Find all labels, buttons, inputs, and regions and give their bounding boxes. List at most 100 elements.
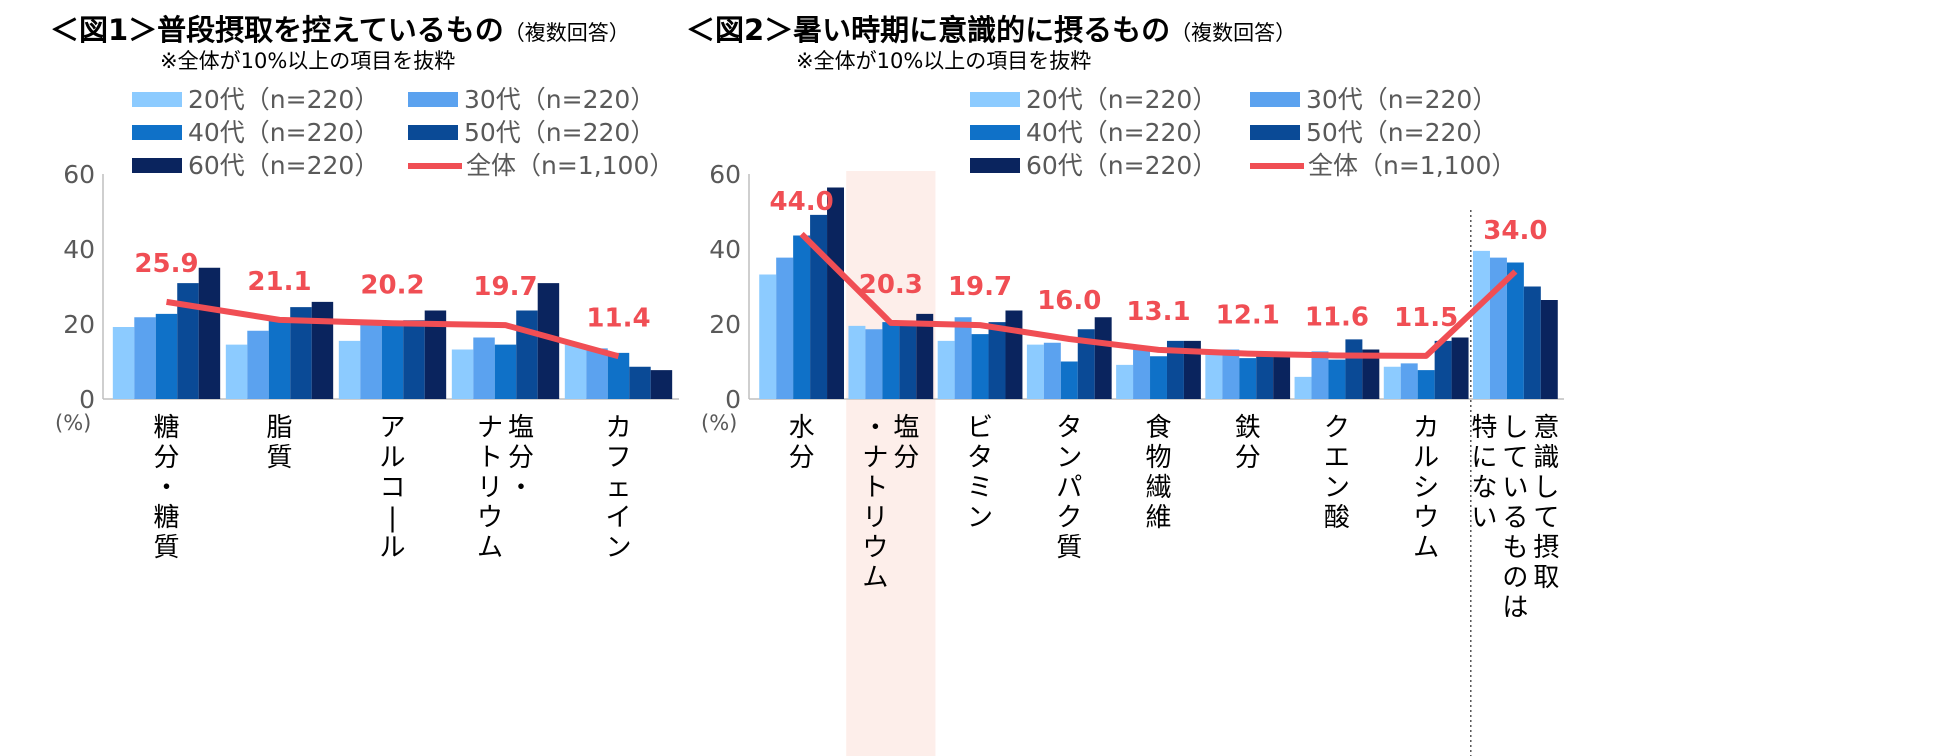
x-category-char: ビ — [967, 413, 993, 443]
bar-40s — [1417, 370, 1435, 399]
chart-1: ＜図1＞普段摂取を控えているもの（複数回答）※全体が10%以上の項目を抜粋020… — [50, 13, 679, 563]
bar-20s — [848, 325, 866, 399]
x-category-char: ン — [967, 503, 993, 533]
x-category-char: ト — [477, 443, 503, 473]
total-line — [799, 231, 1518, 359]
legend-swatch — [408, 92, 458, 107]
bar-50s — [629, 366, 651, 399]
bar-50s — [1166, 340, 1184, 399]
bar-20s — [1383, 366, 1401, 399]
x-category-char: 塩 — [508, 413, 534, 443]
bar-20s — [759, 274, 777, 399]
bar-30s — [954, 317, 972, 399]
bar-30s — [865, 329, 883, 399]
x-category-char: い — [1471, 503, 1497, 533]
x-category-char: て — [1533, 503, 1559, 533]
y-tick-label: 40 — [709, 235, 741, 264]
x-category-label: 脂質 — [266, 413, 292, 473]
legend-swatch — [970, 125, 1020, 140]
bar-50s — [1434, 340, 1452, 399]
bar-40s — [1328, 359, 1346, 399]
bar-50s — [1256, 356, 1274, 399]
x-category-char: ア — [379, 413, 405, 443]
x-category-char: 分 — [789, 443, 815, 473]
x-category-char: ウ — [477, 503, 503, 533]
bar-60s — [916, 313, 934, 399]
x-category-char: ン — [1324, 473, 1350, 503]
bar-40s — [381, 322, 404, 399]
bar-50s — [1077, 329, 1095, 399]
legend-label: 50代（n=220） — [1306, 118, 1497, 147]
y-tick-label: 20 — [63, 310, 95, 339]
y-tick-label: 0 — [725, 385, 741, 414]
total-data-label: 11.4 — [586, 303, 650, 333]
legend-label: 全体（n=1,100） — [1308, 151, 1516, 180]
chart-title-note: （複数回答） — [1170, 21, 1296, 45]
x-category-char: リ — [477, 473, 503, 503]
bar-20s — [564, 344, 587, 399]
x-category-char: 取 — [1533, 563, 1559, 593]
total-data-label: 11.6 — [1305, 303, 1369, 333]
x-category-char: ・ — [862, 413, 888, 443]
chart-title: ＜図2＞暑い時期に意識的に摂るもの（複数回答） — [686, 13, 1296, 47]
total-data-label: 13.1 — [1126, 297, 1190, 327]
bar-30s — [360, 322, 382, 399]
x-category-char: フ — [605, 443, 631, 473]
x-category-label: 鉄分 — [1235, 413, 1261, 473]
bar-50s — [988, 322, 1006, 399]
x-category-char: ナ — [477, 413, 503, 443]
bar-30s — [1043, 342, 1061, 399]
bar-20s — [1294, 376, 1312, 399]
bar-60s — [1094, 317, 1112, 399]
x-category-char: て — [1502, 443, 1528, 473]
legend-swatch — [132, 125, 182, 140]
x-category-char: 塩 — [893, 413, 919, 443]
bar-50s — [403, 320, 425, 399]
y-tick-label: 60 — [63, 160, 95, 189]
x-category-char: し — [1502, 413, 1528, 443]
x-category-char: ェ — [605, 473, 631, 503]
total-data-label: 25.9 — [134, 249, 198, 279]
chart-title-main: ＜図2＞暑い時期に意識的に摂るもの — [686, 13, 1170, 47]
legend-label: 30代（n=220） — [1306, 85, 1497, 114]
x-category-char: 食 — [1145, 413, 1171, 443]
bar-20s — [1205, 349, 1223, 399]
total-data-label: 11.5 — [1394, 303, 1458, 333]
x-category-char: の — [1502, 563, 1528, 593]
x-category-char: エ — [1324, 443, 1350, 473]
chart-title: ＜図1＞普段摂取を控えているもの（複数回答） — [50, 13, 630, 47]
chart-subtitle: ※全体が10%以上の項目を抜粋 — [796, 49, 1091, 73]
x-category-char: ル — [1413, 443, 1439, 473]
total-line — [166, 298, 620, 360]
bar-30s — [776, 257, 794, 399]
legend-label: 20代（n=220） — [1026, 85, 1217, 114]
legend-label: 30代（n=220） — [464, 85, 655, 114]
bar-40s — [1060, 361, 1078, 399]
x-category-char: カ — [605, 413, 631, 443]
bar-30s — [247, 330, 269, 399]
x-category-char: も — [1502, 533, 1528, 563]
x-category-char: ク — [1324, 413, 1350, 443]
legend-swatch — [408, 125, 458, 140]
bar-40s — [494, 344, 517, 399]
total-data-label: 20.2 — [360, 270, 424, 300]
bar-40s — [882, 322, 900, 399]
x-category-char: 摂 — [1533, 533, 1559, 563]
x-category-char: タ — [1056, 413, 1082, 443]
y-axis-unit: (%) — [55, 411, 91, 435]
x-category-char: ン — [1056, 443, 1082, 473]
bar-60s — [424, 310, 447, 399]
bar-40s — [155, 313, 178, 399]
x-category-char: シ — [1413, 473, 1439, 503]
legend-swatch — [1250, 92, 1300, 107]
total-data-label: 19.7 — [948, 272, 1012, 302]
x-category-char: 識 — [1533, 443, 1559, 473]
x-category-char: 脂 — [266, 413, 292, 443]
bar-20s — [1473, 250, 1490, 399]
